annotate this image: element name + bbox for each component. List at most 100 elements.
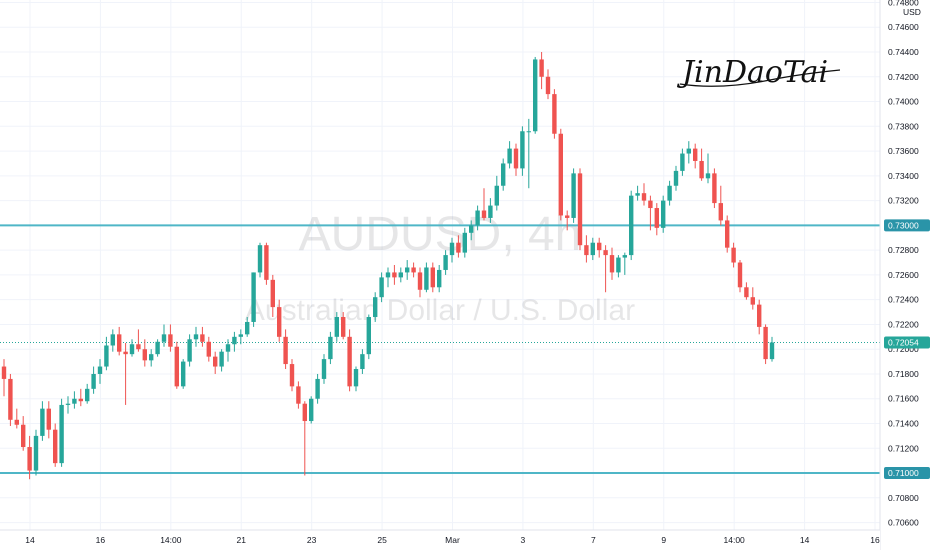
candle <box>417 267 423 298</box>
candle-body <box>277 307 282 337</box>
candle-body <box>366 317 371 355</box>
candle-body <box>769 342 775 360</box>
price-axis-bg <box>880 0 932 550</box>
candle <box>97 359 103 384</box>
candle-body <box>59 404 64 464</box>
y-tick-label: 0.71600 <box>888 394 919 404</box>
candle <box>270 274 275 318</box>
candle <box>744 282 749 300</box>
candle-body <box>302 403 307 422</box>
candle <box>565 210 570 231</box>
candle <box>718 185 723 226</box>
candle-body <box>661 200 666 228</box>
y-tick-label: 0.74600 <box>888 22 919 32</box>
candle-body <box>193 334 199 340</box>
candle <box>309 396 314 424</box>
level-price-tag <box>884 219 930 232</box>
x-tick-label: 14 <box>800 535 810 545</box>
candle <box>757 299 762 335</box>
candle <box>219 349 224 372</box>
candle-body <box>117 334 122 352</box>
candle <box>641 183 647 206</box>
candle-body <box>737 262 743 288</box>
candle <box>584 235 589 263</box>
y-tick-label: 0.71200 <box>888 443 919 453</box>
candle-body <box>680 153 685 171</box>
candle-body <box>85 388 90 402</box>
candle-body <box>334 317 339 337</box>
candle-body <box>411 267 416 273</box>
y-tick-label: 0.72400 <box>888 295 919 305</box>
candle-body <box>264 245 269 280</box>
candle <box>334 312 339 342</box>
last-price-tag <box>884 336 930 349</box>
horizontal-levels[interactable] <box>0 224 880 475</box>
price-tags: 0.73000 0.71000 0.72054 <box>884 219 930 480</box>
y-tick-label: 0.72200 <box>888 319 919 329</box>
candle-body <box>238 334 243 337</box>
candle <box>731 242 736 268</box>
candle-body <box>750 297 755 305</box>
y-tick-label: 0.72600 <box>888 270 919 280</box>
candle-body <box>225 344 231 352</box>
candle-body <box>328 336 333 360</box>
candle-body <box>245 321 250 335</box>
y-tick-label: 0.71800 <box>888 369 919 379</box>
candle <box>21 416 26 451</box>
candle-body <box>520 131 525 169</box>
level-price-tag <box>884 467 930 480</box>
candle <box>85 383 90 404</box>
candle-body <box>174 346 179 387</box>
candle <box>437 265 442 293</box>
candle-body <box>78 398 83 402</box>
time-axis[interactable]: 14 16 14:00 21 23 25 Mar 3 7 9 14:00 14 16 <box>25 535 880 545</box>
candle-body <box>46 408 51 430</box>
candle-body <box>533 59 538 132</box>
x-tick-label: 21 <box>237 535 247 545</box>
candle <box>238 329 243 345</box>
candle <box>33 429 39 476</box>
candle-body <box>14 419 19 425</box>
y-tick-label: 0.70600 <box>888 518 919 528</box>
candle-body <box>577 173 583 246</box>
candle <box>289 359 295 392</box>
candle <box>72 391 77 409</box>
candle-body <box>8 378 13 420</box>
candle <box>181 359 186 389</box>
candle-body <box>385 272 391 278</box>
candle-body <box>558 133 563 216</box>
candle-body <box>456 242 461 253</box>
candle <box>705 153 711 184</box>
candle <box>14 408 19 429</box>
candle <box>245 317 250 337</box>
candle <box>654 203 659 236</box>
candle-body <box>552 94 557 134</box>
candle <box>449 237 455 263</box>
candle <box>117 326 122 356</box>
candle-body <box>494 185 499 206</box>
candle-body <box>654 208 659 228</box>
candle-body <box>469 225 474 233</box>
candle <box>225 339 231 362</box>
candle-body <box>296 386 301 404</box>
candle-body <box>616 257 621 273</box>
candle-body <box>309 398 314 422</box>
candle-body <box>763 326 768 360</box>
candle-body <box>21 424 26 448</box>
candle-body <box>33 435 39 471</box>
candle <box>353 366 359 392</box>
candle <box>635 185 640 201</box>
candle <box>213 351 218 374</box>
candle <box>379 272 384 303</box>
candle <box>622 252 627 275</box>
candle <box>251 272 256 327</box>
y-tick-label: 0.74400 <box>888 47 919 57</box>
candle-body <box>699 160 704 179</box>
candle <box>46 401 51 439</box>
candle-body <box>571 173 576 218</box>
candle-body <box>648 200 653 209</box>
candle <box>481 188 487 221</box>
candle <box>712 168 717 209</box>
candle <box>577 168 583 251</box>
